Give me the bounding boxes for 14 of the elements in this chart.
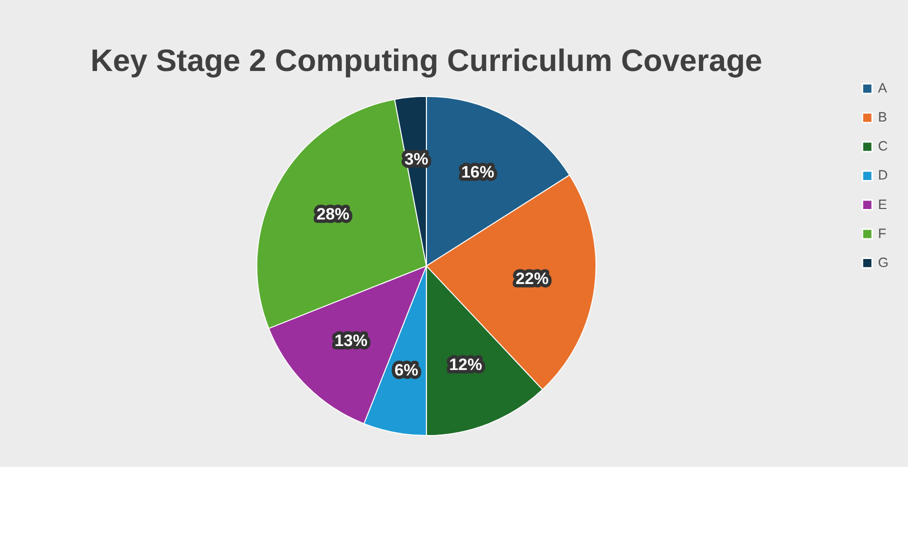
legend-label: C [878,138,888,154]
data-label: 12% [449,356,482,374]
data-label: 22% [516,270,549,288]
data-label: 13% [334,332,368,350]
legend-label: E [878,196,888,212]
data-label: 6% [394,362,419,380]
data-label: 16% [461,163,495,182]
data-label: 28% [316,205,350,224]
chart-title: Key Stage 2 Computing Curriculum Coverage [90,43,762,78]
legend-label: G [878,254,889,270]
legend-label: A [878,80,888,96]
legend-label: B [878,110,888,125]
legend-label: D [878,168,888,183]
legend-label: F [878,226,886,241]
